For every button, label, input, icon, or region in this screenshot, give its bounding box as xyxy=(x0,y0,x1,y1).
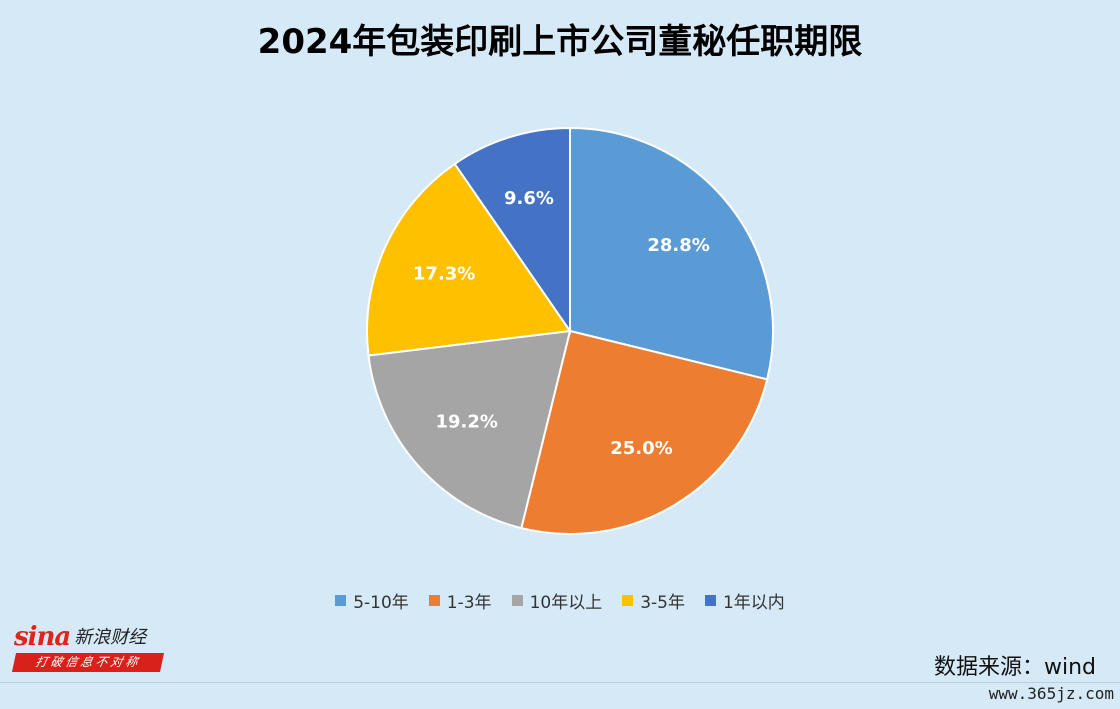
legend-swatch xyxy=(428,595,440,606)
data-source: 数据来源：wind xyxy=(933,655,1096,680)
watermark: www.365jz.com xyxy=(988,684,1114,703)
legend-item-5: 1年以内 xyxy=(704,588,785,613)
pie-slice-3 xyxy=(367,329,572,530)
pie-slice-5 xyxy=(453,126,571,335)
legend-item-3: 10年以上 xyxy=(511,588,603,613)
pie-slice-4 xyxy=(366,162,572,357)
sina-finance-logo: sina 新浪财经 打破信息不对称 xyxy=(11,622,174,676)
data-label-4: 17.3% xyxy=(413,263,475,284)
legend-label: 5-10年 xyxy=(353,593,409,613)
legend-item-1: 5-10年 xyxy=(335,588,409,613)
legend-swatch xyxy=(622,595,634,606)
legend-swatch xyxy=(335,595,347,606)
legend-item-2: 1-3年 xyxy=(428,588,492,613)
pie-data-labels: 28.8% 25.0% 19.2% 17.3% 9.6% xyxy=(413,188,710,459)
data-label-2: 25.0% xyxy=(610,438,672,459)
legend-swatch xyxy=(704,595,716,606)
pie-slice-2 xyxy=(520,329,769,535)
logo-name: 新浪财经 xyxy=(74,627,147,648)
data-label-1: 28.8% xyxy=(647,235,709,256)
logo-slogan: 打破信息不对称 xyxy=(11,653,165,672)
legend-item-4: 3-5年 xyxy=(622,588,685,613)
legend-label: 1-3年 xyxy=(446,593,492,613)
legend-label: 10年以上 xyxy=(529,593,603,613)
legend-swatch xyxy=(511,595,523,606)
pie-slice-1 xyxy=(569,126,774,381)
pie-chart: 28.8% 25.0% 19.2% 17.3% 9.6% xyxy=(366,126,774,535)
chart-title: 2024年包装印刷上市公司董秘任职期限 xyxy=(257,22,863,62)
data-label-3: 19.2% xyxy=(435,412,497,433)
footer-divider xyxy=(0,682,1120,683)
legend-label: 3-5年 xyxy=(640,593,685,613)
pie-slices xyxy=(366,126,774,535)
sina-wordmark: sina xyxy=(14,622,71,652)
legend-label: 1年以内 xyxy=(722,593,785,613)
legend: 5-10年 1-3年 10年以上 3-5年 1年以内 xyxy=(0,588,1120,613)
data-label-5: 9.6% xyxy=(504,188,554,209)
